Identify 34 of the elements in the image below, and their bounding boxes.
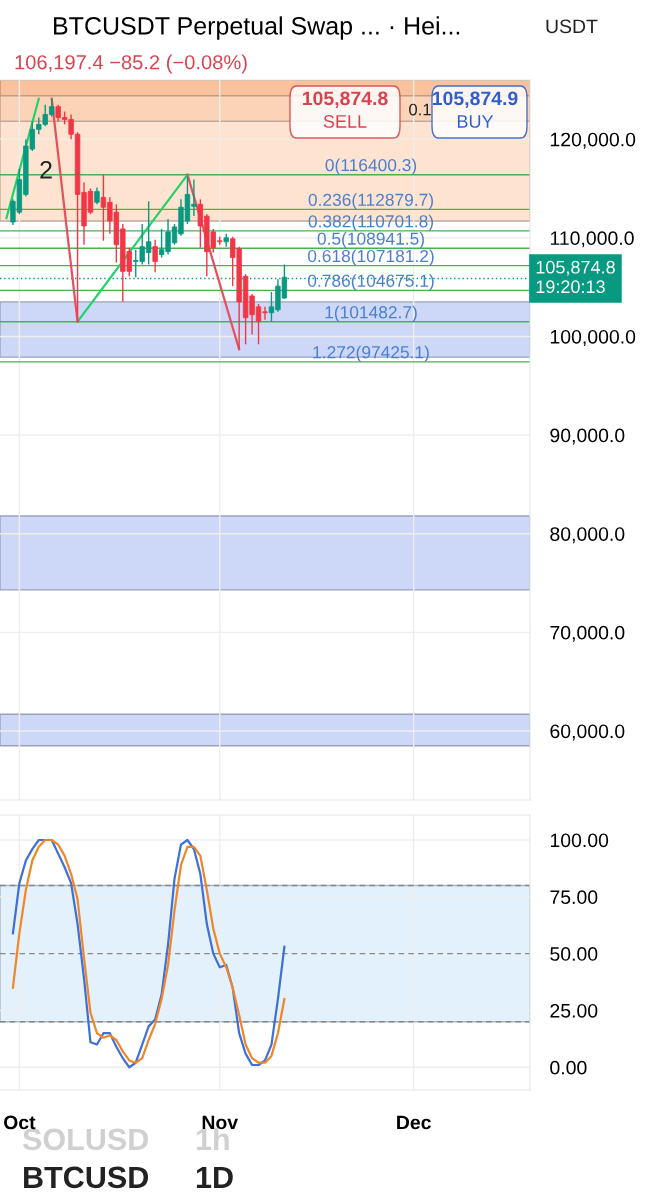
annotation: 0.1 (409, 103, 431, 116)
y-tick-label: 0.00 (550, 1060, 587, 1075)
text: BTCUSD (24, 1166, 149, 1189)
ref-line-label: 0(116400.3) (325, 158, 417, 175)
ref-line-label: 1.272(97425.1) (313, 345, 429, 362)
y-tick-label: 70,000.0 (550, 625, 625, 642)
ref-line-label: 0.5(108941.5) (317, 232, 424, 249)
annotation: SELL (323, 115, 367, 128)
annotation: 105,874.9 (432, 91, 518, 109)
ref-line-label: 1(101482.7) (325, 305, 417, 322)
ref-line-label: 0.382(110701.8) (308, 214, 433, 231)
y-tick-label: 100,000.0 (550, 329, 636, 346)
x-tick-label: Oct (3, 1115, 36, 1130)
text: 1D (196, 1166, 233, 1188)
candlestick (152, 239, 158, 274)
y-tick-label: 80,000.0 (550, 527, 625, 544)
chart-title: BTCUSDT Perpetual Swap ... · Hei... (54, 16, 460, 40)
text: USDT (546, 19, 598, 34)
ref-line-label: 0.236(112879.7) (308, 193, 433, 210)
ref-line-label: 0.786(104675.1) (307, 274, 434, 291)
y-tick-label: 25.00 (550, 1003, 598, 1018)
y-tick-label: 110,000.0 (550, 231, 634, 248)
x-tick-label: Dec (397, 1115, 431, 1130)
annotation: 105,874.8 (302, 91, 388, 109)
y-tick-label: 60,000.0 (550, 724, 625, 741)
y-tick-label: 120,000.0 (550, 132, 636, 149)
ref-line-label: 0.618(107181.2) (307, 249, 434, 266)
ref-line-label: 105,874.8 19:20:13 (536, 260, 615, 294)
y-tick-label: 75.00 (550, 890, 598, 905)
y-tick-label: 100.00 (550, 833, 609, 848)
y-tick-label: 90,000.0 (550, 428, 625, 445)
y-tick-label: 50.00 (550, 947, 598, 961)
annotation: BUY (457, 115, 494, 128)
chart-subtitle: 106,197.4 −85.2 (−0.08%) (15, 54, 247, 74)
